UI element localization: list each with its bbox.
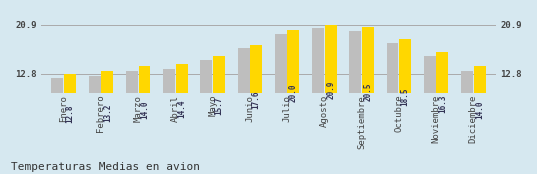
Bar <box>349 31 361 151</box>
Bar <box>287 30 300 151</box>
Bar <box>176 64 188 151</box>
Text: 20.5: 20.5 <box>364 82 373 101</box>
Text: 14.0: 14.0 <box>475 101 484 119</box>
Bar <box>424 56 436 151</box>
Text: 20.9: 20.9 <box>326 81 335 100</box>
Bar <box>237 48 250 151</box>
Bar <box>89 76 100 151</box>
Bar <box>52 78 63 151</box>
Text: 13.2: 13.2 <box>103 103 112 122</box>
Bar <box>312 28 324 151</box>
Bar <box>101 71 113 151</box>
Text: 20.0: 20.0 <box>289 84 298 102</box>
Text: 16.3: 16.3 <box>438 94 447 113</box>
Bar <box>461 71 473 151</box>
Bar <box>362 27 374 151</box>
Bar <box>139 66 150 151</box>
Bar <box>126 71 138 151</box>
Bar <box>250 45 262 151</box>
Bar <box>474 66 485 151</box>
Bar <box>200 60 212 151</box>
Bar <box>213 56 225 151</box>
Bar <box>275 34 287 151</box>
Bar <box>163 69 175 151</box>
Bar <box>64 73 76 151</box>
Bar <box>437 52 448 151</box>
Text: 15.7: 15.7 <box>214 96 223 114</box>
Bar <box>387 43 398 151</box>
Text: Temperaturas Medias en avion: Temperaturas Medias en avion <box>11 162 200 172</box>
Bar <box>399 39 411 151</box>
Text: 18.5: 18.5 <box>401 88 410 106</box>
Text: 12.8: 12.8 <box>66 104 75 123</box>
Text: 17.6: 17.6 <box>252 90 260 109</box>
Text: 14.0: 14.0 <box>140 101 149 119</box>
Text: 14.4: 14.4 <box>177 100 186 118</box>
Bar <box>325 25 337 151</box>
